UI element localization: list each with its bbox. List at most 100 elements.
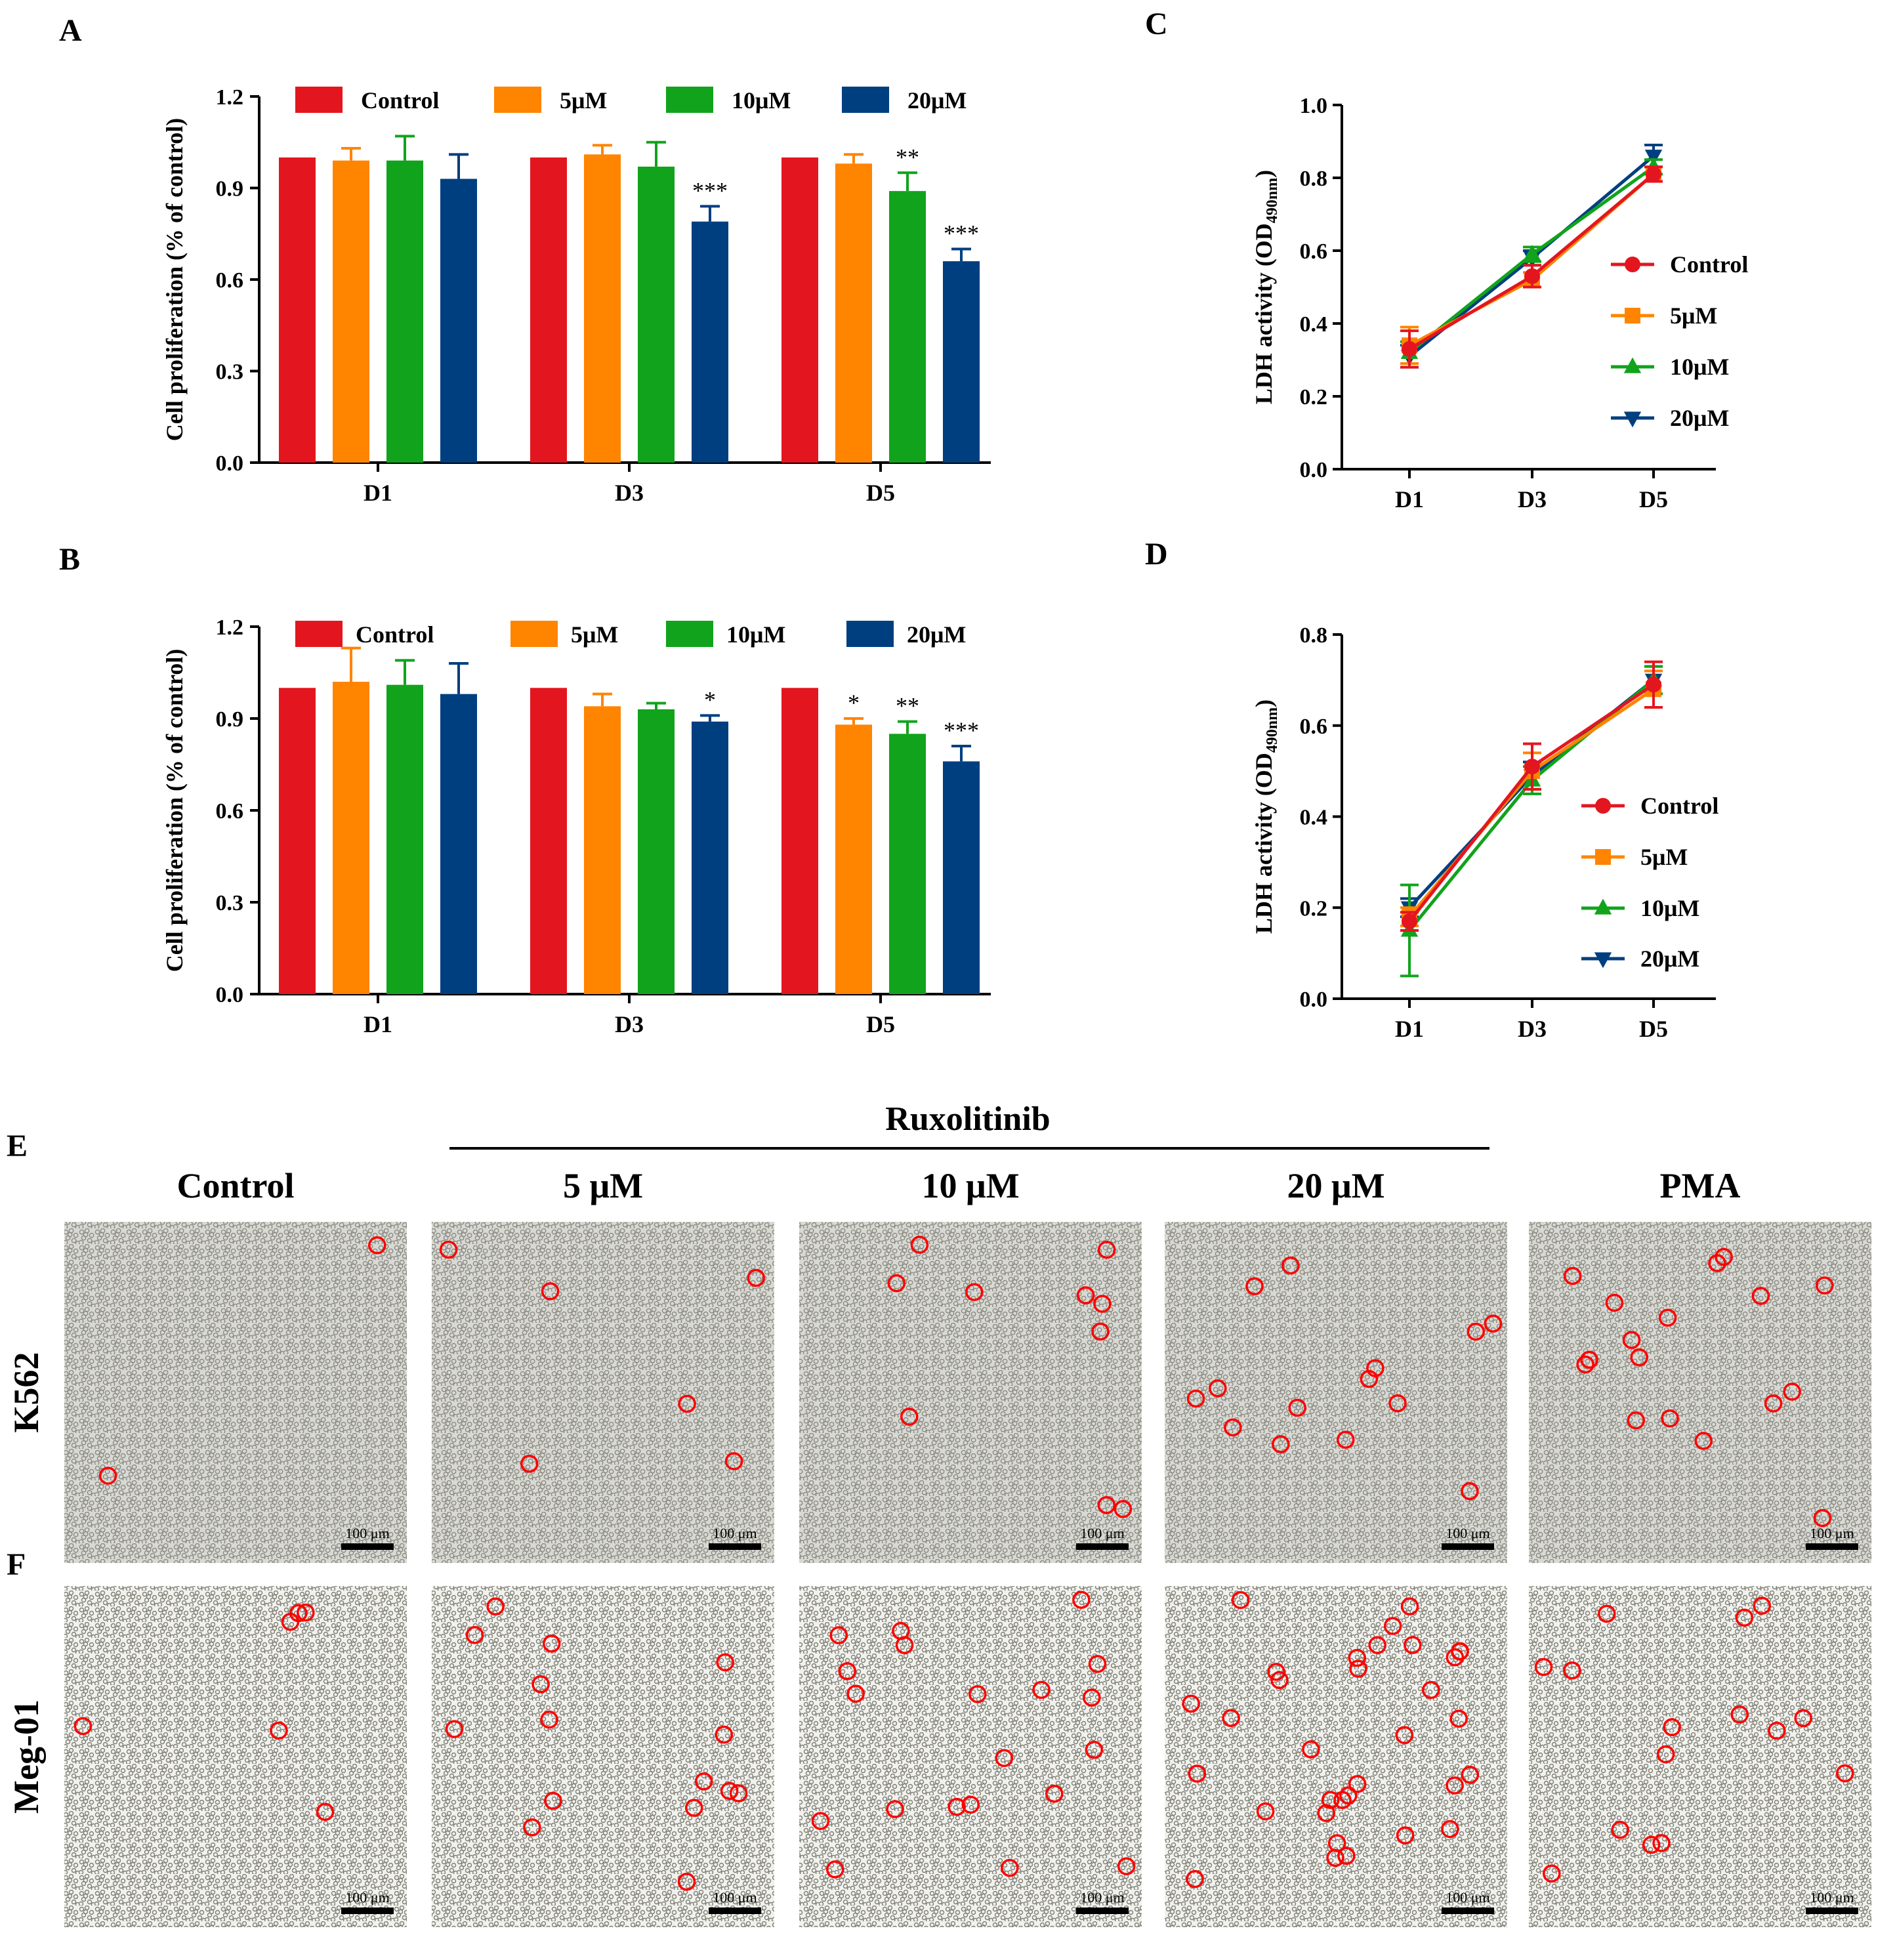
y-tick-label: 0.0 xyxy=(1300,988,1328,1012)
y-axis-label: Cell proliferation (% of control) xyxy=(161,118,188,442)
marked-cell-circle xyxy=(724,1452,743,1470)
scale-bar xyxy=(1076,1908,1129,1914)
marked-cell-circle xyxy=(1764,1394,1783,1413)
micrograph-meg-01-3: 100 μm xyxy=(1165,1586,1507,1927)
x-tick-label: D5 xyxy=(866,480,895,506)
chart-a-cell-proliferation: 0.0 0.3 0.6 0.9 1.2 Cell proliferation (% of … xyxy=(161,85,991,506)
bar-20uM-d1 xyxy=(440,178,477,463)
legend-label-control: Control xyxy=(361,87,439,114)
legend-swatch-5uM xyxy=(510,621,558,647)
panel-label-b: B xyxy=(59,542,80,577)
y-tick-label: 1.0 xyxy=(1300,94,1328,118)
marked-cell-circle xyxy=(1605,1293,1624,1312)
marked-cell-circle xyxy=(1088,1655,1107,1673)
marked-cell-circle xyxy=(1368,1636,1386,1654)
marked-cell-circle xyxy=(1751,1287,1770,1305)
marked-cell-circle xyxy=(1224,1418,1242,1437)
marked-cell-circle xyxy=(98,1467,117,1485)
bar-control-d1 xyxy=(279,688,316,994)
legend-marker-5uM xyxy=(1625,308,1640,323)
marked-cell-circle xyxy=(678,1394,696,1413)
micrograph-meg-01-2: 100 μm xyxy=(799,1586,1142,1927)
micrograph-image xyxy=(432,1586,774,1927)
marked-cell-circle xyxy=(1083,1688,1101,1707)
bar-20uM-d1 xyxy=(440,694,477,994)
marked-cell-circle xyxy=(1186,1869,1204,1888)
marked-cell-circle xyxy=(1114,1499,1133,1518)
marked-cell-circle xyxy=(1117,1857,1136,1875)
legend-label-5uM: 5μM xyxy=(1640,844,1688,870)
chart-d-ldh-activity: 0.0 0.2 0.4 0.6 0.8 D1 D3 D5 LDH activity (OD490… xyxy=(1251,623,1718,1042)
legend-swatch-5uM xyxy=(494,87,541,113)
marked-cell-circle xyxy=(1730,1705,1749,1724)
marked-cell-circle xyxy=(1652,1834,1671,1852)
y-axis-label: LDH activity (OD490nm) xyxy=(1251,170,1281,404)
marked-cell-circle xyxy=(1045,1784,1064,1803)
y-tick-label: 0.4 xyxy=(1300,806,1328,830)
legend-label-10uM: 10μM xyxy=(732,87,791,114)
legend-marker-control xyxy=(1625,257,1640,272)
micrograph-image xyxy=(1529,1586,1871,1927)
micrograph-k562-4: 100 μm xyxy=(1529,1222,1871,1563)
bar-5uM-d5 xyxy=(835,724,872,994)
micrograph-image xyxy=(432,1222,774,1563)
marked-cell-circle xyxy=(531,1675,550,1694)
marked-cell-circle xyxy=(910,1236,929,1254)
point-control xyxy=(1646,166,1661,182)
micrograph-image xyxy=(64,1222,407,1563)
y-tick-label: 0.0 xyxy=(216,983,244,1007)
bar-20uM-d3 xyxy=(692,721,728,994)
chart-c-ldh-activity: 0.0 0.2 0.4 0.6 0.8 1.0 D1 D3 D5 LDH activity (OD… xyxy=(1251,94,1748,512)
marked-cell-circle xyxy=(1467,1322,1485,1341)
marked-cell-circle xyxy=(540,1710,558,1729)
scale-bar xyxy=(709,1543,761,1550)
marked-cell-circle xyxy=(1222,1709,1240,1728)
legend-label-10uM: 10μM xyxy=(726,621,785,648)
marked-cell-circle xyxy=(1715,1247,1733,1266)
y-tick-label: 0.2 xyxy=(1300,896,1328,921)
bar-10uM-d5 xyxy=(889,734,926,994)
marked-cell-circle xyxy=(1383,1617,1402,1635)
marked-cell-circle xyxy=(811,1812,830,1830)
marked-cell-circle xyxy=(829,1626,848,1644)
chart-b-cell-proliferation: 0.0 0.3 0.6 0.9 1.2 Cell proliferation (% of … xyxy=(161,615,991,1037)
marked-cell-circle xyxy=(720,1782,739,1801)
x-tick-label: D1 xyxy=(1395,486,1424,512)
marked-cell-circle xyxy=(1461,1482,1479,1501)
y-tick-label: 0.8 xyxy=(1300,167,1328,191)
marked-cell-circle xyxy=(1339,1786,1358,1804)
row-label: Meg-01 xyxy=(7,1699,46,1814)
significance-label: ** xyxy=(896,693,919,719)
scale-bar-label: 100 μm xyxy=(345,1525,389,1541)
scale-bar xyxy=(709,1908,761,1914)
scale-bar-label: 100 μm xyxy=(1810,1525,1854,1541)
marked-cell-circle xyxy=(1622,1331,1641,1349)
scale-bar xyxy=(1442,1908,1494,1914)
legend-label-20uM: 20μM xyxy=(907,87,967,114)
column-header: Control xyxy=(177,1166,294,1205)
bar-5uM-d5 xyxy=(835,163,872,463)
legend-label-control: Control xyxy=(1670,251,1748,278)
marked-cell-circle xyxy=(715,1725,734,1744)
y-tick-label: 0.2 xyxy=(1300,385,1328,409)
marked-cell-circle xyxy=(1272,1435,1290,1453)
micrograph-image xyxy=(1529,1222,1871,1563)
marked-cell-circle xyxy=(1097,1240,1116,1259)
y-tick-label: 0.8 xyxy=(1300,623,1328,648)
significance-label: *** xyxy=(944,220,979,247)
marked-cell-circle xyxy=(1072,1591,1091,1609)
panel-label-a: A xyxy=(59,13,82,48)
marked-cell-circle xyxy=(1231,1591,1250,1610)
y-tick-label: 1.2 xyxy=(216,85,244,110)
marked-cell-circle xyxy=(892,1621,910,1640)
legend-marker-10uM xyxy=(1623,357,1642,373)
significance-label: * xyxy=(848,690,860,716)
marked-cell-circle xyxy=(1186,1389,1205,1408)
x-tick-label: D5 xyxy=(1639,1016,1668,1042)
marked-cell-circle xyxy=(73,1717,93,1736)
y-axis-label: LDH activity (OD490nm) xyxy=(1251,699,1281,934)
marked-cell-circle xyxy=(1076,1286,1095,1304)
marked-cell-circle xyxy=(1484,1314,1503,1333)
legend-label-control: Control xyxy=(1640,793,1718,819)
treatment-label: Ruxolitinib xyxy=(885,1100,1050,1138)
